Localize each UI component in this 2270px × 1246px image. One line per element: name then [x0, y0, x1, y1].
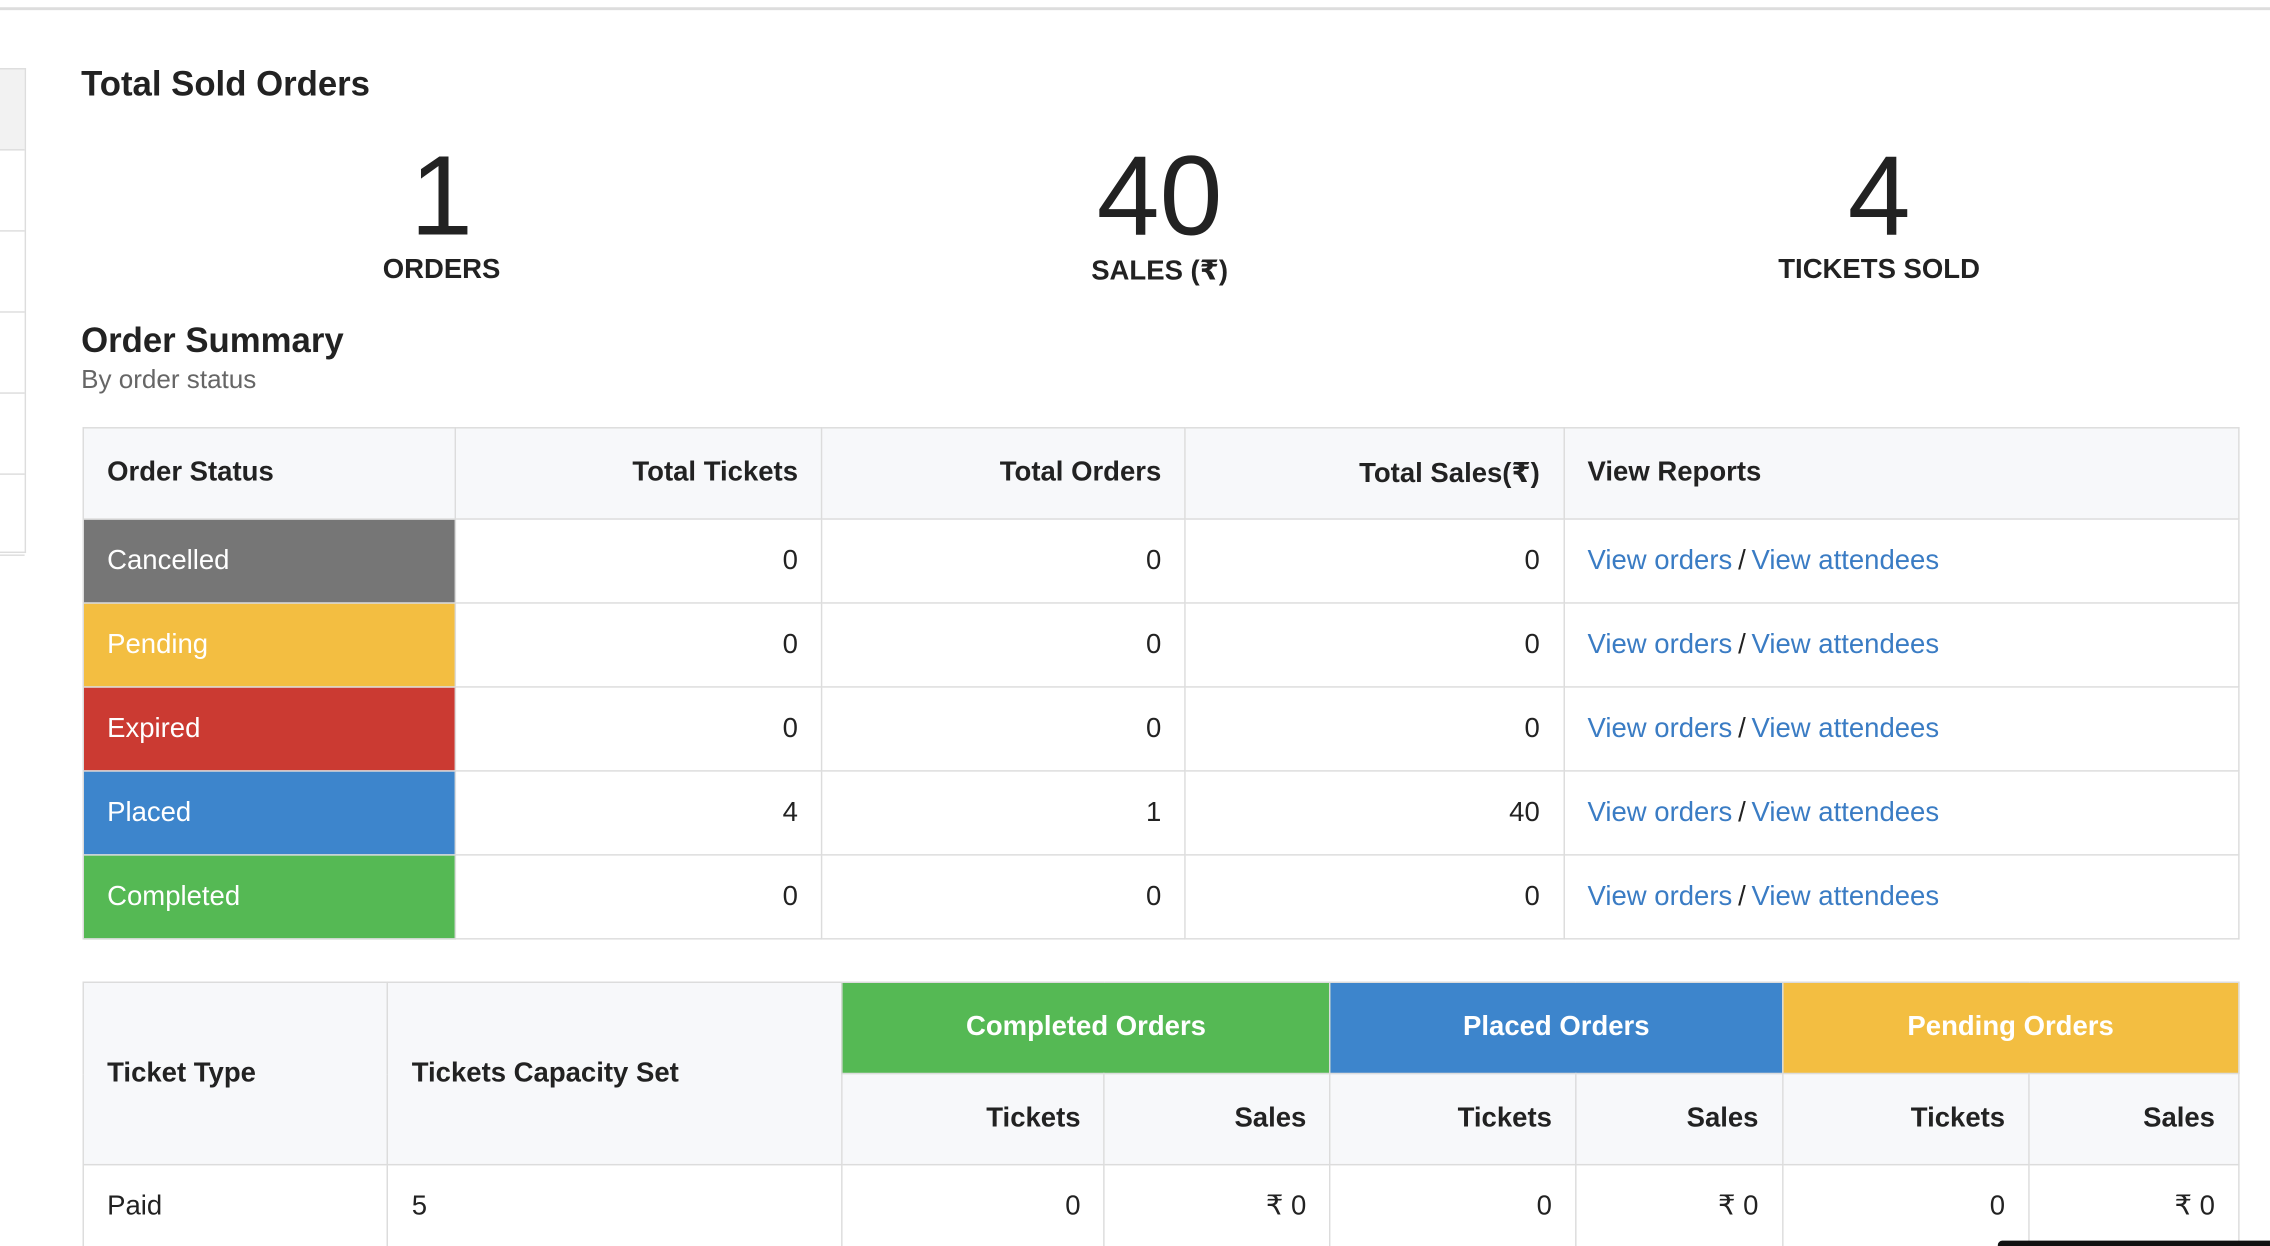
row: Expired 0 0 0 View orders / View attendees [82, 686, 2240, 772]
subtitle: By order status [81, 364, 257, 394]
number-cell: 0 [821, 686, 1186, 772]
number-cell: 0 [454, 686, 823, 772]
links-cell: View orders / View attendees [1562, 686, 2240, 772]
stat: 1 ORDERS [224, 138, 658, 287]
link[interactable]: View attendees [1751, 880, 1940, 912]
number-cell: 0 [1184, 602, 1565, 688]
status-cell: Completed [82, 854, 457, 940]
column-header: Total Orders [821, 427, 1186, 520]
separator: / [1738, 712, 1746, 744]
stat-value: 40 [1096, 131, 1223, 260]
section-title: Order Summary [81, 321, 344, 361]
number-cell: 0 [454, 854, 823, 940]
link[interactable]: View orders [1587, 880, 1733, 912]
separator: / [1738, 880, 1746, 912]
cell: Paid [82, 1163, 389, 1246]
overlay-bar [1997, 1240, 2270, 1246]
row: Pending 0 0 0 View orders / View attendees [82, 602, 2240, 688]
number-cell: 0 [454, 518, 823, 604]
stat-value: 1 [410, 131, 473, 260]
column-header: View Reports [1562, 427, 2240, 520]
status-cell: Placed [82, 770, 457, 856]
stat: 40 SALES (₹) [942, 138, 1376, 289]
group-header: Placed Orders [1329, 981, 1784, 1075]
link[interactable]: View attendees [1751, 545, 1940, 576]
number-cell: 40 [1184, 770, 1565, 856]
links-cell: View orders / View attendees [1562, 770, 2240, 856]
link[interactable]: View attendees [1751, 796, 1940, 828]
top-border [0, 7, 2270, 11]
group-header: Completed Orders [841, 981, 1331, 1075]
link[interactable]: View attendees [1751, 629, 1940, 660]
cell: 0 [1329, 1163, 1577, 1246]
number-cell: 0 [454, 602, 823, 688]
column-header: Tickets [1329, 1072, 1577, 1166]
header-row: Order Status Total Tickets Total Orders Tot… [82, 427, 2240, 520]
column-header: Tickets [841, 1072, 1106, 1166]
cell: 5 [387, 1163, 843, 1246]
order-summary-table: Order Status Total Tickets Total Orders Tot… [82, 427, 2240, 940]
cell: ₹ 0 [1103, 1163, 1331, 1246]
column-header: Tickets Capacity Set [387, 981, 843, 1166]
links-cell: View orders / View attendees [1562, 854, 2240, 940]
section-title: Total Sold Orders [81, 65, 371, 105]
separator: / [1738, 545, 1746, 576]
status-cell: Pending [82, 602, 457, 688]
sidebar [0, 68, 27, 556]
column-header: Ticket Type [82, 981, 389, 1166]
stat-label: SALES (₹) [1091, 256, 1229, 287]
link[interactable]: View orders [1587, 712, 1733, 744]
cell: ₹ 0 [2028, 1163, 2240, 1246]
link[interactable]: View attendees [1751, 712, 1940, 744]
link[interactable]: View orders [1587, 629, 1733, 660]
row: Paid 5 0 ₹ 0 0 ₹ 0 0 ₹ 0 [82, 1163, 2240, 1246]
cell: 0 [1781, 1163, 2030, 1246]
column-header: Tickets [1781, 1072, 2030, 1166]
column-header: Total Tickets [454, 427, 823, 520]
number-cell: 0 [821, 602, 1186, 688]
number-cell: 0 [821, 854, 1186, 940]
row: Placed 4 1 40 View orders / View attendees [82, 770, 2240, 856]
column-header: Sales [2028, 1072, 2240, 1166]
column-header: Sales [1575, 1072, 1784, 1166]
number-cell: 1 [821, 770, 1186, 856]
subheader-row: Tickets Sales Tickets Sales Tickets Sales [83, 1072, 2240, 1166]
number-cell: 0 [821, 518, 1186, 604]
cell: ₹ 0 [1575, 1163, 1784, 1246]
separator: / [1738, 796, 1746, 828]
stat-label: TICKETS SOLD [1778, 254, 1980, 286]
number-cell: 0 [1184, 854, 1565, 940]
number-cell: 0 [1184, 686, 1565, 772]
link[interactable]: View orders [1587, 545, 1733, 576]
status-cell: Expired [82, 686, 457, 772]
column-header: Sales [1103, 1072, 1331, 1166]
row: Completed 0 0 0 View orders / View attendees [82, 854, 2240, 940]
number-cell: 0 [1184, 518, 1565, 604]
links-cell: View orders / View attendees [1562, 602, 2240, 688]
stat-label: ORDERS [382, 254, 501, 286]
ticket-table: Ticket Type Tickets Capacity Set Completed… [82, 981, 2240, 1246]
stat: 4 TICKETS SOLD [1662, 138, 2096, 287]
cell: 0 [841, 1163, 1106, 1246]
column-header: Total Sales(₹) [1184, 427, 1565, 520]
group-header: Pending Orders [1781, 981, 2240, 1075]
number-cell: 4 [454, 770, 823, 856]
link[interactable]: View orders [1587, 796, 1733, 828]
stat-value: 4 [1847, 131, 1911, 260]
header-row: Ticket Type Tickets Capacity Set Completed… [82, 981, 2240, 1166]
separator: / [1738, 629, 1746, 660]
status-cell: Cancelled [82, 518, 457, 604]
links-cell: View orders / View attendees [1562, 518, 2240, 604]
row: Cancelled 0 0 0 View orders / View attendees [82, 518, 2240, 604]
column-header: Order Status [82, 427, 457, 520]
